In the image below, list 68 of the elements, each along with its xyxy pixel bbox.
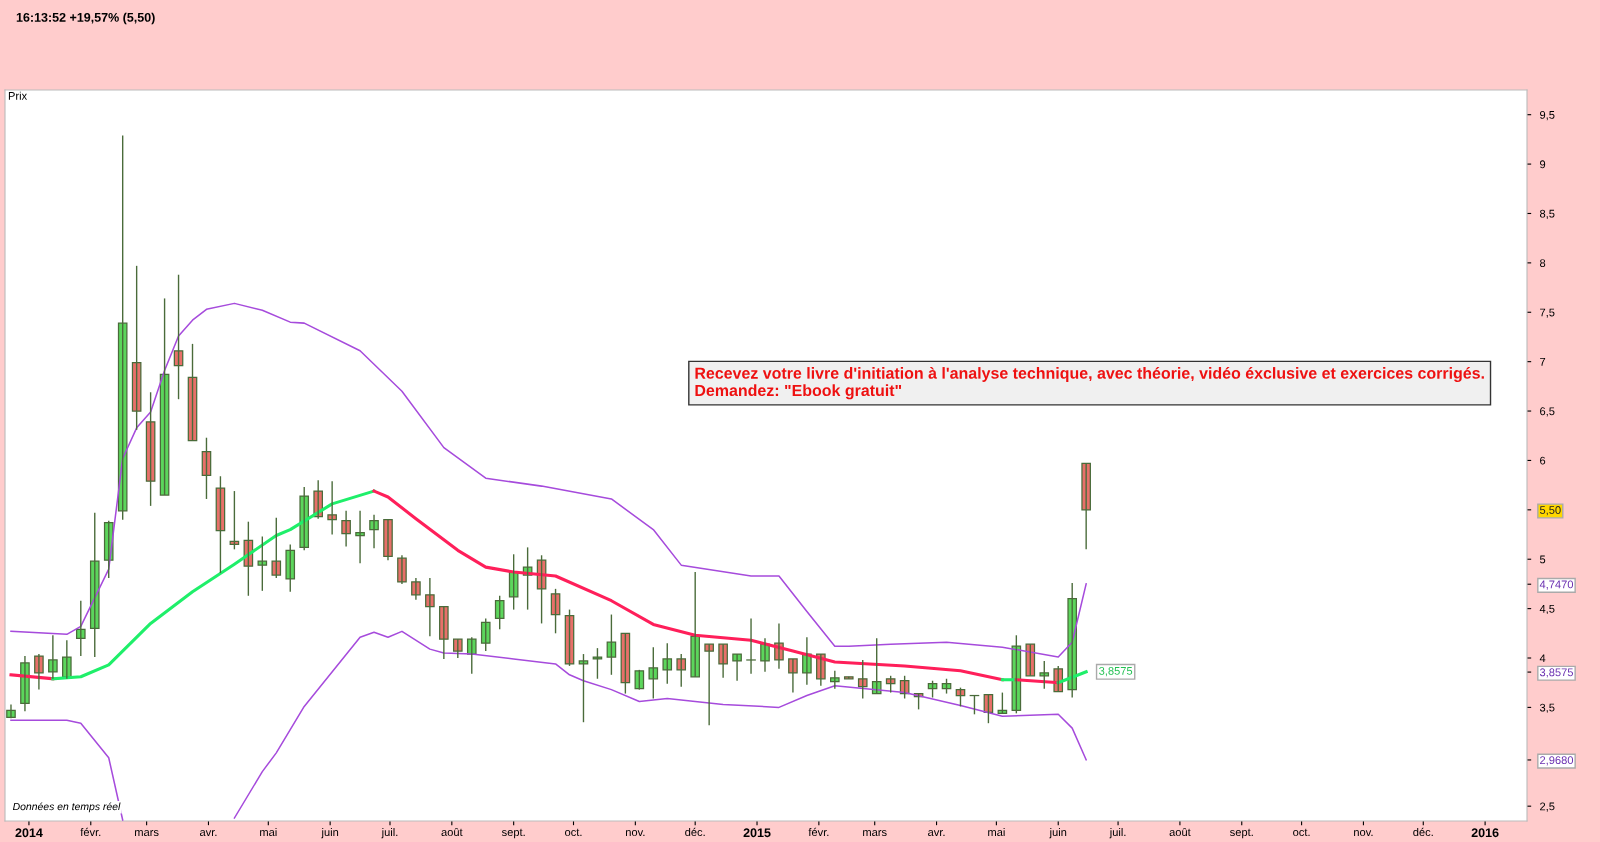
x-tick-label: juil. — [381, 827, 398, 839]
chart-subtitle: Prix — [8, 91, 28, 100]
x-tick-label: nov. — [1354, 830, 1373, 837]
y-tick-label: 6 — [1540, 456, 1546, 465]
candlestick — [1025, 643, 1036, 677]
x-tick-label: juin — [1049, 827, 1067, 839]
y-tick-label: 9 — [1540, 160, 1546, 169]
candlestick — [634, 669, 645, 691]
x-tick-label: août — [1169, 827, 1191, 837]
y-tick-label: 5 — [1539, 555, 1546, 564]
candlestick — [676, 653, 687, 688]
line-series — [372, 489, 1004, 682]
x-tick-label: mars — [863, 830, 887, 837]
y-tick-label: 4,7470 — [1539, 580, 1574, 590]
y-tick-label: 5,50 — [1539, 506, 1561, 516]
y-tick-label: 3,8575 — [1539, 668, 1574, 678]
x-tick-label: nov. — [625, 830, 645, 837]
y-tick-label: 4,5 — [1539, 605, 1555, 615]
x-tick-label: oct. — [1293, 828, 1310, 837]
x-tick-label: 2015 — [743, 828, 771, 838]
candlestick — [257, 535, 268, 592]
annotation: 3,8575 — [1099, 666, 1133, 677]
x-tick-label: avr. — [199, 830, 217, 837]
y-tick-label: 8,5 — [1539, 209, 1555, 219]
annotation: Données en temps réel — [12, 802, 121, 813]
candlestick — [592, 647, 603, 680]
candlestick — [75, 600, 86, 657]
x-tick-label: févr. — [80, 827, 101, 837]
x-tick-label: juin — [321, 827, 339, 839]
candlestick — [648, 646, 659, 700]
y-tick-label: 3,5 — [1539, 703, 1555, 713]
y-tick-label: 6,5 — [1540, 407, 1555, 417]
x-tick-label: sept. — [501, 828, 525, 839]
candlestick — [1039, 660, 1050, 690]
x-tick-label: 2016 — [1471, 828, 1499, 838]
candlestick — [746, 617, 756, 675]
y-tick-label: 4 — [1539, 654, 1546, 663]
candlestick — [857, 659, 868, 700]
x-tick-label: déc. — [685, 827, 705, 837]
x-tick-label: août — [441, 827, 463, 837]
candlestick — [662, 642, 673, 685]
annotation: Recevez votre livre d'initiation à l'analyse technique, avec théorie, vidéo éxclusive et exercices corrigés. — [695, 366, 1484, 383]
line-series — [51, 489, 376, 681]
candlestick — [578, 653, 589, 723]
x-tick-label: 2014 — [15, 828, 43, 838]
x-tick-label: oct. — [565, 828, 582, 837]
x-tick-label: déc. — [1413, 827, 1433, 837]
candlestick — [494, 595, 505, 631]
y-tick-label: 7 — [1540, 358, 1546, 366]
candlestick — [271, 517, 282, 579]
y-tick-label: 9,5 — [1540, 110, 1555, 121]
y-tick-label: 2,9680 — [1540, 756, 1574, 766]
annotation: Demandez: "Ebook gratuit" — [695, 384, 902, 400]
candlestick — [285, 543, 296, 593]
y-tick-label: 2,5 — [1540, 802, 1555, 812]
candlestick — [732, 653, 742, 682]
x-tick-label: févr. — [808, 827, 829, 837]
chart-title: 16:13:52 +19,57% (5,50) — [16, 12, 155, 25]
x-tick-label: avr. — [928, 830, 945, 837]
x-tick-label: mars — [135, 830, 159, 837]
y-tick-label: 7,5 — [1540, 308, 1555, 318]
candlestick — [117, 134, 128, 521]
y-tick-label: 8 — [1539, 259, 1546, 268]
candlestick — [480, 617, 491, 652]
x-tick-label: juil. — [1109, 827, 1126, 839]
x-tick-label: sept. — [1230, 828, 1253, 839]
x-tick-label: mai — [988, 827, 1005, 837]
x-tick-label: mai — [260, 827, 277, 837]
